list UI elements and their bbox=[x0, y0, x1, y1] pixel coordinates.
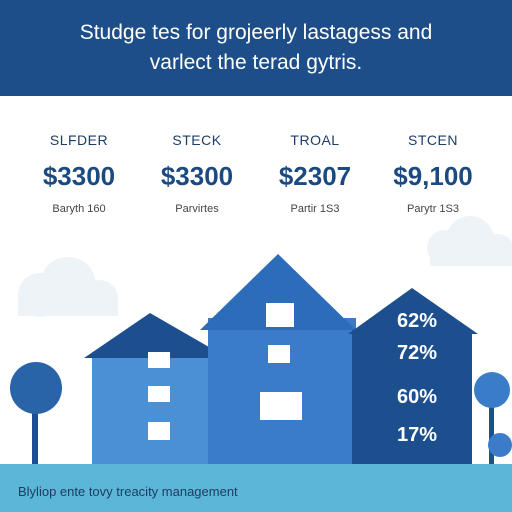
stat-card: STECK $3300 Parvirtes bbox=[138, 126, 256, 226]
percentage-1: 62% bbox=[396, 310, 438, 332]
header-banner: Studge tes for grojeerly lastagess and v… bbox=[0, 0, 512, 96]
footer-text: Blyliop ente tovy treacity management bbox=[18, 484, 238, 499]
stat-sub: Parytr 1S3 bbox=[407, 203, 459, 215]
stat-value: $9,100 bbox=[393, 161, 473, 191]
stat-sub: Parvirtes bbox=[175, 203, 219, 215]
house-left-icon bbox=[84, 313, 228, 464]
stat-sub: Partir 1S3 bbox=[290, 203, 340, 215]
percentage-4: 17% bbox=[396, 424, 438, 446]
tree-left-icon bbox=[10, 362, 62, 464]
stat-value: $3300 bbox=[160, 161, 234, 191]
stat-label: SLFDER bbox=[49, 132, 109, 148]
cloud-left-icon bbox=[18, 257, 118, 317]
banner-line-2: varlect the terad gytris. bbox=[149, 51, 363, 74]
stat-label: STECK bbox=[172, 132, 222, 148]
stat-card: SLFDER $3300 Baryth 160 bbox=[20, 126, 138, 226]
percentage-2: 72% bbox=[396, 342, 438, 364]
tree-right-icon bbox=[474, 372, 512, 464]
percentage-3: 60% bbox=[396, 386, 438, 408]
stat-sub: Baryth 160 bbox=[52, 203, 106, 215]
stat-card: TROAL $2307 Partir 1S3 bbox=[256, 126, 374, 226]
stats-row: SLFDER $3300 Baryth 160 STECK $3300 Parv… bbox=[20, 126, 492, 226]
stat-label: STCEN bbox=[408, 132, 458, 148]
cloud-right-icon bbox=[427, 216, 512, 266]
house-middle-icon bbox=[200, 254, 356, 464]
stat-value: $3300 bbox=[42, 161, 116, 191]
stat-label: TROAL bbox=[290, 132, 340, 148]
banner-line-1: Studge tes for grojeerly lastagess and bbox=[79, 21, 433, 44]
stat-value: $2307 bbox=[278, 161, 352, 191]
house-right-icon bbox=[348, 288, 478, 464]
stat-card: STCEN $9,100 Parytr 1S3 bbox=[374, 126, 492, 226]
footer-bar: Blyliop ente tovy treacity management bbox=[0, 464, 512, 512]
